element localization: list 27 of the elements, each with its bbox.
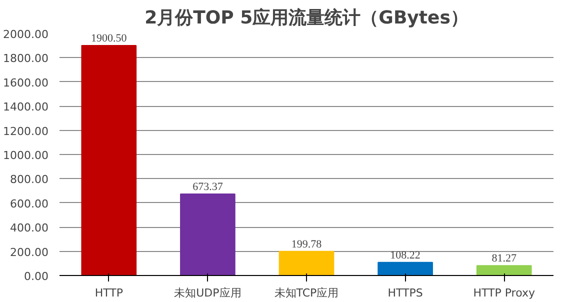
bar xyxy=(378,262,433,276)
y-tick-label: 600.00 xyxy=(10,197,49,210)
chart-title: 2月份TOP 5应用流量统计（GBytes） xyxy=(144,8,468,28)
bar xyxy=(278,250,334,276)
y-tick-label: 1400.00 xyxy=(3,100,49,114)
y-tick-label: 1600.00 xyxy=(3,76,49,90)
x-tick-label: 未知UDP应用 xyxy=(174,286,242,300)
data-label: 1900.50 xyxy=(91,32,128,45)
data-label: 199.78 xyxy=(291,238,322,250)
y-tick-label: 1800.00 xyxy=(3,52,49,66)
data-label: 108.22 xyxy=(390,249,420,262)
y-tick-label: 800.00 xyxy=(10,173,49,186)
y-tick-label: 2000.00 xyxy=(3,28,49,41)
y-tick-label: 200.00 xyxy=(10,246,49,259)
bar xyxy=(180,194,236,276)
x-tick-label: HTTP Proxy xyxy=(473,286,536,300)
data-label: 81.27 xyxy=(492,252,517,265)
y-tick-label: 1000.00 xyxy=(3,149,49,162)
x-tick-label: 未知TCP应用 xyxy=(274,286,339,300)
x-tick-label: HTTPS xyxy=(388,286,423,300)
x-tick-label: HTTP xyxy=(94,286,124,300)
bar xyxy=(81,45,137,276)
y-tick-label: 400.00 xyxy=(10,222,49,235)
y-tick-label: 0.00 xyxy=(24,270,49,283)
data-label: 673.37 xyxy=(192,181,224,194)
bar xyxy=(476,265,532,276)
y-tick-label: 1200.00 xyxy=(3,124,49,138)
